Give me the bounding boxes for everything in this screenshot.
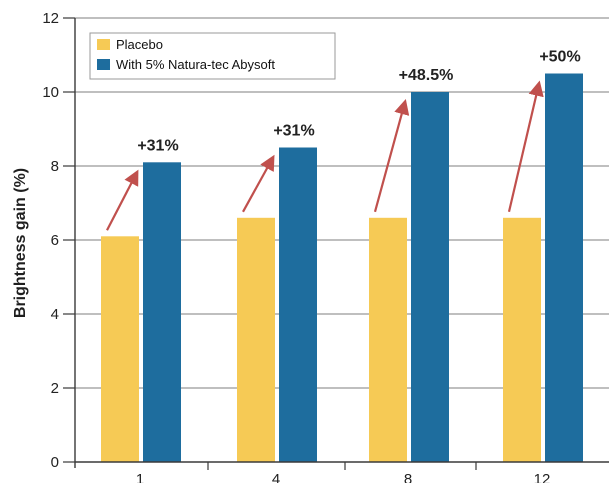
- percent-increase-label: +48.5%: [399, 67, 454, 84]
- legend-label-treatment: With 5% Natura-tec Abysoft: [116, 57, 275, 72]
- y-axis-title: Brightness gain (%): [12, 168, 29, 318]
- percent-increase-label: +31%: [273, 123, 314, 140]
- y-tick-label: 8: [51, 158, 59, 175]
- axes: [63, 17, 609, 470]
- x-tick-label: 12: [534, 471, 551, 483]
- y-tick-label: 4: [51, 306, 59, 323]
- legend-box: [89, 32, 336, 80]
- percent-increase-label: +31%: [137, 137, 178, 154]
- y-tick-label: 2: [51, 380, 59, 397]
- bar-treatment: [143, 162, 181, 463]
- increase-arrow: [373, 99, 410, 213]
- increase-arrow: [507, 80, 544, 213]
- y-tick-label: 10: [42, 84, 59, 101]
- bar-treatment: [279, 147, 317, 462]
- bar-placebo: [369, 217, 407, 462]
- bar-placebo: [101, 236, 139, 462]
- increase-arrows: [106, 80, 544, 231]
- increase-arrow: [242, 154, 275, 213]
- legend: Placebo With 5% Natura-tec Abysoft: [89, 32, 336, 80]
- bar-placebo: [503, 217, 541, 462]
- x-tick-label: 8: [404, 471, 412, 483]
- bar-placebo: [237, 217, 275, 462]
- legend-swatch-treatment: [97, 59, 110, 70]
- bar-treatment: [411, 92, 449, 462]
- y-tick-label: 6: [51, 232, 59, 249]
- y-tick-label: 0: [51, 454, 59, 471]
- bars: [101, 73, 583, 463]
- x-tick-label: 1: [136, 471, 144, 483]
- percent-increase-label: +50%: [539, 49, 580, 66]
- y-tick-label: 12: [42, 10, 59, 27]
- x-tick-label: 4: [272, 471, 280, 483]
- legend-swatch-placebo: [97, 39, 110, 50]
- increase-arrow: [106, 169, 139, 231]
- legend-label-placebo: Placebo: [116, 37, 163, 52]
- bar-treatment: [545, 73, 583, 462]
- labels: 0 2 4 6 8 10 12 1 +31% 4 +31% 8 +48.5% 12 +50%: [42, 10, 580, 483]
